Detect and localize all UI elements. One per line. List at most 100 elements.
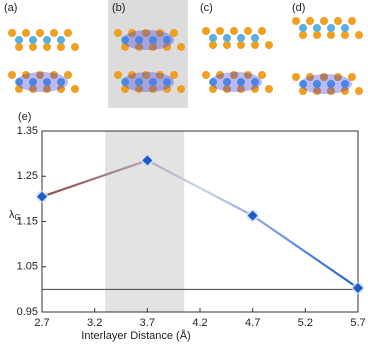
atom	[170, 29, 178, 37]
atom	[57, 78, 65, 86]
atom	[121, 43, 129, 51]
atom	[313, 87, 321, 95]
y-axis-label: λG	[9, 209, 21, 222]
atom	[29, 43, 37, 51]
atom	[348, 17, 356, 25]
atom	[299, 24, 307, 32]
x-axis-label: Interlayer Distance (Å)	[81, 329, 190, 342]
atom	[341, 24, 349, 32]
atom	[355, 87, 363, 95]
atom	[258, 71, 266, 79]
atom	[202, 71, 210, 79]
atom	[149, 43, 157, 51]
atom	[355, 31, 363, 39]
y-tick-label: 1.35	[17, 125, 38, 137]
atom	[163, 36, 171, 44]
atom	[57, 85, 65, 93]
atom	[163, 43, 171, 51]
atom	[142, 71, 150, 79]
atom	[114, 71, 122, 79]
y-tick-label: 1.15	[17, 215, 38, 227]
atom	[313, 24, 321, 32]
structures	[8, 17, 363, 95]
atom	[202, 27, 210, 35]
atom	[114, 29, 122, 37]
plot-frame	[41, 130, 359, 313]
atom	[251, 41, 259, 49]
atom	[223, 34, 231, 42]
atom	[230, 27, 238, 35]
atom	[209, 78, 217, 86]
atom	[237, 78, 245, 86]
atom	[156, 71, 164, 79]
atom	[163, 78, 171, 86]
atom	[244, 27, 252, 35]
panel-label: (c)	[200, 2, 213, 14]
atom	[43, 78, 51, 86]
atom	[320, 17, 328, 25]
atom	[29, 78, 37, 86]
atom	[313, 31, 321, 39]
atom	[163, 85, 171, 93]
atom	[15, 36, 23, 44]
x-tick-label: 4.2	[192, 317, 207, 329]
atom	[121, 78, 129, 86]
atom	[327, 31, 335, 39]
atom	[237, 85, 245, 93]
atom	[135, 43, 143, 51]
panel-label: (d)	[292, 2, 305, 14]
atom	[292, 73, 300, 81]
atom	[334, 73, 342, 81]
atom	[170, 71, 178, 79]
atom	[64, 71, 72, 79]
panel-label: (e)	[18, 111, 31, 123]
atom	[43, 36, 51, 44]
atom	[306, 73, 314, 81]
orbital	[122, 72, 174, 92]
atom	[177, 85, 185, 93]
atom	[15, 78, 23, 86]
atom	[341, 80, 349, 88]
atom	[135, 85, 143, 93]
atom	[29, 36, 37, 44]
marker	[142, 155, 153, 166]
atom	[128, 29, 136, 37]
atom	[327, 87, 335, 95]
atom	[327, 80, 335, 88]
orbital	[16, 72, 68, 92]
atom	[135, 78, 143, 86]
atom	[223, 85, 231, 93]
atom	[36, 29, 44, 37]
atom	[251, 34, 259, 42]
atom	[209, 34, 217, 42]
y-tick-label: 1.25	[17, 170, 38, 182]
atom	[22, 71, 30, 79]
marker	[247, 210, 258, 221]
panel-label: (a)	[4, 2, 17, 14]
orbital	[300, 74, 352, 94]
atom	[223, 41, 231, 49]
atom	[258, 27, 266, 35]
x-tick-label: 5.7	[350, 317, 365, 329]
atom	[209, 85, 217, 93]
y-axis-label-main: λ	[9, 209, 15, 221]
atom	[292, 17, 300, 25]
x-tick-label: 2.7	[34, 317, 49, 329]
atom	[237, 41, 245, 49]
data-line	[41, 159, 359, 289]
atom	[216, 71, 224, 79]
atom	[320, 73, 328, 81]
atom	[71, 85, 79, 93]
atom	[334, 17, 342, 25]
atom	[121, 85, 129, 93]
x-tick-label: 4.7	[245, 317, 260, 329]
atom	[71, 43, 79, 51]
atom	[348, 73, 356, 81]
atom	[149, 78, 157, 86]
panel-label: (b)	[112, 2, 125, 14]
x-tick-label: 3.7	[140, 317, 155, 329]
marker	[353, 283, 363, 294]
atom	[15, 85, 23, 93]
y-tick-label: 0.95	[17, 306, 38, 318]
